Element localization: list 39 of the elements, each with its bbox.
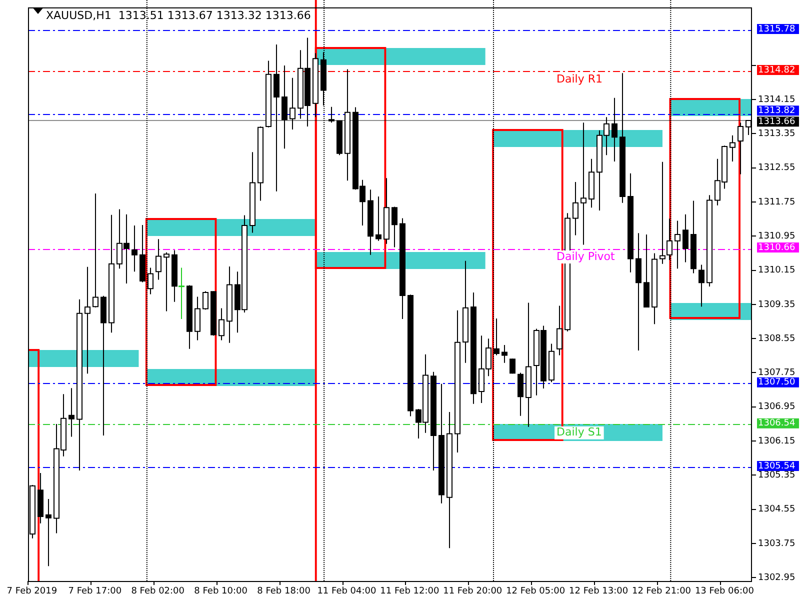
y-tick-label: 1304.55 xyxy=(758,504,796,515)
y-tick-label: 1310.95 xyxy=(758,232,796,242)
annotation: Daily R1 xyxy=(556,72,603,86)
ref-line-label: 1310.66 xyxy=(758,242,796,253)
x-tick-label: 8 Feb 10:00 xyxy=(194,586,248,597)
x-tick-label: 8 Feb 18:00 xyxy=(257,586,311,597)
y-tick-label: 1314.15 xyxy=(758,94,796,105)
ref-line-label: 1313.66 xyxy=(758,116,796,127)
y-tick-label: 1313.35 xyxy=(758,129,796,140)
ref-line-label: 1305.54 xyxy=(758,461,796,472)
y-tick-label: 1302.95 xyxy=(758,572,796,583)
ref-line-label: 1314.82 xyxy=(758,65,796,76)
x-tick-label: 7 Feb 17:00 xyxy=(68,586,122,597)
x-tick-label: 12 Feb 05:00 xyxy=(506,586,566,597)
y-tick-label: 1307.75 xyxy=(758,368,796,378)
x-tick-label: 11 Feb 04:00 xyxy=(317,586,377,597)
y-tick-label: 1309.35 xyxy=(758,300,796,310)
ref-line-label: 1306.54 xyxy=(758,418,796,429)
y-tick-label: 1306.15 xyxy=(758,436,796,446)
x-tick-label: 13 Feb 06:00 xyxy=(694,586,754,597)
x-tick-label: 7 Feb 2019 xyxy=(6,586,58,597)
y-tick-label: 1308.55 xyxy=(758,334,796,344)
y-tick-label: 1310.15 xyxy=(758,266,796,276)
y-tick-label: 1306.95 xyxy=(758,402,796,412)
annotation: Daily S1 xyxy=(556,426,602,439)
annotation: Daily Pivot xyxy=(556,250,616,263)
y-tick-label: 1303.75 xyxy=(758,538,796,549)
y-tick-label: 1312.55 xyxy=(758,163,796,174)
x-tick-label: 12 Feb 21:00 xyxy=(632,586,692,597)
y-tick-label: 1305.35 xyxy=(758,470,796,480)
x-tick-label: 11 Feb 12:00 xyxy=(380,586,440,597)
x-tick-label: 12 Feb 13:00 xyxy=(569,586,628,597)
ref-line-label: 1315.78 xyxy=(758,24,796,34)
x-tick-label: 8 Feb 02:00 xyxy=(131,586,185,597)
chart-title: XAUUSD,H1 1313.51 1313.67 1313.32 1313.66 xyxy=(46,8,311,22)
ref-line-label: 1313.82 xyxy=(758,106,796,116)
x-tick-label: 11 Feb 20:00 xyxy=(443,586,502,597)
y-tick-label: 1311.75 xyxy=(758,197,796,208)
ref-line-label: 1307.50 xyxy=(758,378,796,388)
